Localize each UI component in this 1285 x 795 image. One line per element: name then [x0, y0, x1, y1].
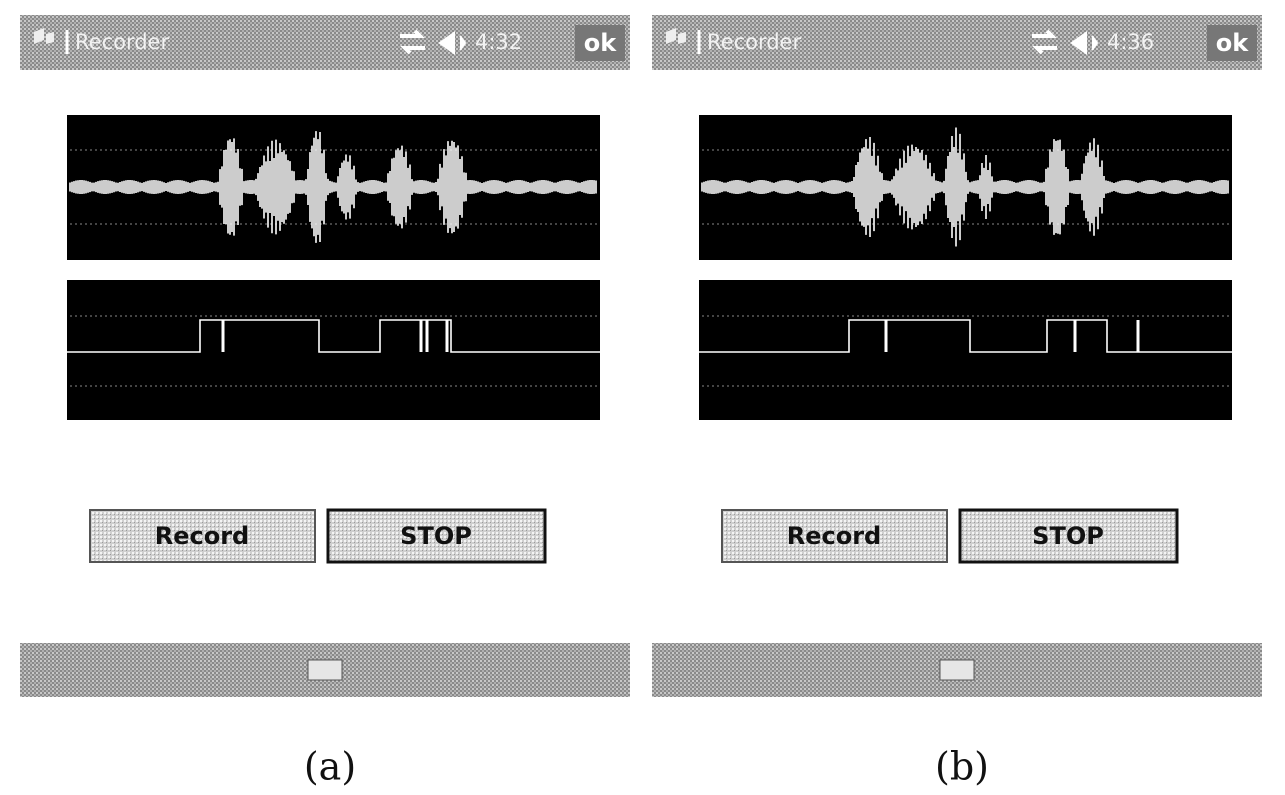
stop-button[interactable]: STOP	[400, 522, 472, 550]
record-button[interactable]: Record	[787, 522, 882, 550]
clock: 4:32	[475, 30, 522, 54]
vad-display	[67, 280, 600, 420]
app-title: Recorder	[707, 30, 801, 54]
app-title: Recorder	[75, 30, 169, 54]
clock: 4:36	[1107, 30, 1154, 54]
page: Recorder 4:32 ok Record STOP (a) Recorder 4:36 o…	[0, 0, 1285, 795]
panel-caption: (a)	[304, 745, 356, 789]
recorder-panel: Recorder 4:32 ok Record STOP (a)	[20, 15, 630, 789]
vad-display	[699, 280, 1232, 420]
stop-button[interactable]: STOP	[1032, 522, 1104, 550]
keyboard-icon[interactable]	[940, 660, 974, 680]
ok-button[interactable]: ok	[584, 29, 617, 57]
panel-caption: (b)	[935, 745, 989, 789]
recorder-panel: Recorder 4:36 ok Record STOP (b)	[652, 15, 1262, 789]
ok-button[interactable]: ok	[1216, 29, 1249, 57]
keyboard-icon[interactable]	[308, 660, 342, 680]
figure: Recorder 4:32 ok Record STOP (a) Recorder 4:36 o…	[0, 0, 1285, 795]
record-button[interactable]: Record	[155, 522, 250, 550]
